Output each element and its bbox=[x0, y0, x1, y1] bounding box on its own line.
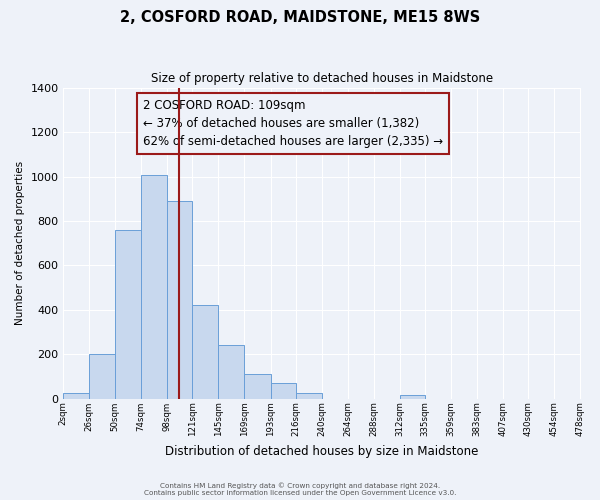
X-axis label: Distribution of detached houses by size in Maidstone: Distribution of detached houses by size … bbox=[165, 444, 478, 458]
Bar bbox=[271, 383, 296, 398]
Text: 2, COSFORD ROAD, MAIDSTONE, ME15 8WS: 2, COSFORD ROAD, MAIDSTONE, ME15 8WS bbox=[120, 10, 480, 25]
Bar bbox=[244, 374, 271, 398]
Bar bbox=[192, 306, 218, 398]
Text: Contains public sector information licensed under the Open Government Licence v3: Contains public sector information licen… bbox=[144, 490, 456, 496]
Y-axis label: Number of detached properties: Number of detached properties bbox=[15, 161, 25, 326]
Bar bbox=[115, 230, 141, 398]
Bar bbox=[296, 393, 322, 398]
Title: Size of property relative to detached houses in Maidstone: Size of property relative to detached ho… bbox=[151, 72, 493, 86]
Bar bbox=[141, 174, 167, 398]
Bar bbox=[63, 393, 89, 398]
Text: Contains HM Land Registry data © Crown copyright and database right 2024.: Contains HM Land Registry data © Crown c… bbox=[160, 482, 440, 489]
Bar bbox=[167, 201, 192, 398]
Text: 2 COSFORD ROAD: 109sqm
← 37% of detached houses are smaller (1,382)
62% of semi-: 2 COSFORD ROAD: 109sqm ← 37% of detached… bbox=[143, 99, 443, 148]
Bar bbox=[89, 354, 115, 399]
Bar bbox=[218, 346, 244, 399]
Bar bbox=[400, 395, 425, 398]
